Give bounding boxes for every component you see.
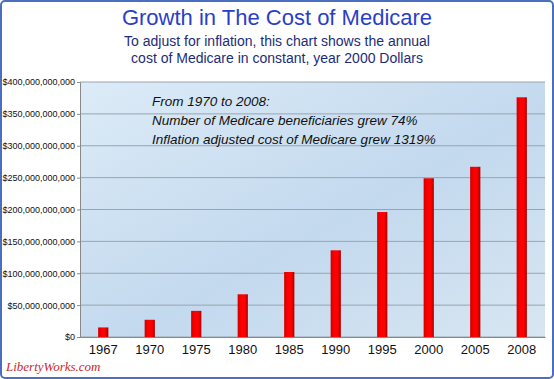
x-tick-label: 1975 xyxy=(182,342,211,357)
subtitle: cost of Medicare in constant, year 2000 … xyxy=(131,50,423,66)
bar xyxy=(424,178,434,337)
bar xyxy=(145,320,155,337)
x-tick: 1980 xyxy=(228,337,257,357)
x-tick-label: 1970 xyxy=(135,342,164,357)
y-tick: $0 xyxy=(65,332,80,342)
y-tick-mark xyxy=(77,337,80,338)
y-tick-label: $400,000,000,000 xyxy=(2,77,75,87)
y-tick-mark xyxy=(77,241,80,242)
chart: Growth in The Cost of Medicare To adjust … xyxy=(0,0,554,379)
bar xyxy=(470,167,480,337)
x-tick-label: 2008 xyxy=(507,342,536,357)
bar xyxy=(284,272,294,337)
y-axis-line xyxy=(77,83,81,338)
x-tick: 2008 xyxy=(507,337,536,357)
bar xyxy=(517,97,527,337)
y-tick-mark xyxy=(77,114,80,115)
x-tick: 1985 xyxy=(275,337,304,357)
annotation: From 1970 to 2008: xyxy=(152,94,270,109)
y-tick-mark xyxy=(77,178,80,179)
x-tick: 1995 xyxy=(368,337,397,357)
y-tick-label: $300,000,000,000 xyxy=(2,141,75,151)
y-tick: $250,000,000,000 xyxy=(2,173,80,183)
subtitle: To adjust for inflation, this chart show… xyxy=(124,33,430,49)
x-tick-label: 1980 xyxy=(228,342,257,357)
y-tick: $400,000,000,000 xyxy=(2,77,80,87)
y-tick: $300,000,000,000 xyxy=(2,141,80,151)
x-tick: 2005 xyxy=(461,337,490,357)
y-tick-mark xyxy=(77,305,80,306)
frame xyxy=(1,1,553,378)
x-tick-label: 1995 xyxy=(368,342,397,357)
y-tick-label: $250,000,000,000 xyxy=(2,173,75,183)
bars xyxy=(98,97,527,337)
y-tick-label: $200,000,000,000 xyxy=(2,205,75,215)
plot-background xyxy=(80,82,545,337)
x-tick: 1990 xyxy=(321,337,350,357)
y-tick-label: $50,000,000,000 xyxy=(7,301,75,311)
x-tick-label: 1985 xyxy=(275,342,304,357)
x-tick: 1970 xyxy=(135,337,164,357)
x-tick: 1967 xyxy=(89,337,118,357)
y-tick-label: $100,000,000,000 xyxy=(2,269,75,279)
grid xyxy=(80,82,545,337)
x-tick-label: 1990 xyxy=(321,342,350,357)
bar xyxy=(238,294,248,337)
y-axis: $0 $50,000,000,000 $100,000,000,000 $150,00… xyxy=(2,77,80,342)
bar xyxy=(331,250,341,337)
grid-line xyxy=(80,82,545,83)
y-tick-mark xyxy=(77,210,80,211)
y-tick-mark xyxy=(77,146,80,147)
annotation: Number of Medicare beneficiaries grew 74… xyxy=(152,113,418,128)
source: LibertyWorks.com xyxy=(5,359,101,374)
y-tick: $50,000,000,000 xyxy=(7,301,80,311)
x-tick: 2000 xyxy=(414,337,443,357)
y-tick-mark xyxy=(77,273,80,274)
bar xyxy=(191,311,201,337)
y-tick: $350,000,000,000 xyxy=(2,109,80,119)
y-tick-label: $150,000,000,000 xyxy=(2,237,75,247)
title: Growth in The Cost of Medicare xyxy=(122,5,432,30)
x-axis-line xyxy=(81,337,546,338)
y-tick-mark xyxy=(77,82,80,83)
annotations: From 1970 to 2008: Number of Medicare ben… xyxy=(152,94,436,147)
y-tick: $200,000,000,000 xyxy=(2,205,80,215)
y-tick-label: $350,000,000,000 xyxy=(2,109,75,119)
bar xyxy=(377,212,387,337)
y-tick: $150,000,000,000 xyxy=(2,237,80,247)
annotation: Inflation adjusted cost of Medicare grew… xyxy=(152,132,436,147)
x-tick: 1975 xyxy=(182,337,211,357)
x-tick-label: 2005 xyxy=(461,342,490,357)
plot: From 1970 to 2008: Number of Medicare ben… xyxy=(2,77,545,357)
y-tick-label: $0 xyxy=(65,332,75,342)
bar xyxy=(98,327,108,337)
x-tick-label: 2000 xyxy=(414,342,443,357)
x-tick-label: 1967 xyxy=(89,342,118,357)
x-axis: 1967 1970 1975 1980 1985 1990 1995 2000 2005 2008 xyxy=(81,337,546,357)
y-tick: $100,000,000,000 xyxy=(2,269,80,279)
